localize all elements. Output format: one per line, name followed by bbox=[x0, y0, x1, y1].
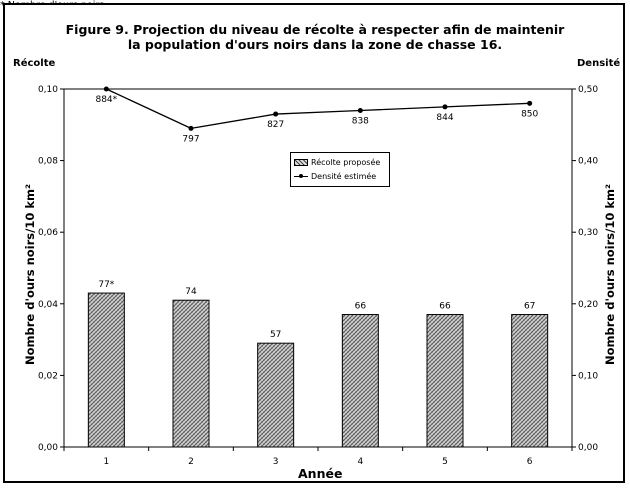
left-tick-label: 0,10 bbox=[38, 85, 58, 95]
bar bbox=[341, 314, 379, 448]
density-data-label: 884* bbox=[95, 95, 117, 105]
left-axis-unit: Récolte bbox=[13, 58, 56, 69]
bar-data-label: 74 bbox=[185, 287, 197, 297]
density-data-label: 844 bbox=[436, 113, 453, 123]
density-point bbox=[103, 86, 109, 92]
left-tick-label: 0,00 bbox=[38, 443, 58, 453]
density-data-label: 797 bbox=[182, 134, 199, 144]
density-point bbox=[527, 100, 533, 106]
right-tick-label: 0,50 bbox=[578, 85, 598, 95]
left-tick-label: 0,06 bbox=[38, 228, 58, 238]
right-tick-label: 0,10 bbox=[578, 371, 598, 381]
bar-data-label: 67 bbox=[524, 302, 535, 312]
x-tick-label: 2 bbox=[188, 457, 194, 467]
x-tick-label: 4 bbox=[357, 457, 363, 467]
left-tick-label: 0,08 bbox=[38, 157, 58, 167]
left-tick-label: 0,02 bbox=[38, 371, 58, 381]
legend-swatch-bars bbox=[294, 158, 308, 166]
bar bbox=[172, 299, 210, 448]
bar-data-label: 66 bbox=[439, 302, 451, 312]
left-tick-label: 0,04 bbox=[38, 300, 58, 310]
right-tick-label: 0,30 bbox=[578, 228, 598, 238]
density-point bbox=[273, 111, 279, 117]
chart-title-line-2: la population d'ours noirs dans la zone … bbox=[127, 37, 503, 52]
x-tick-label: 3 bbox=[273, 457, 279, 467]
density-point bbox=[357, 107, 363, 113]
bar bbox=[426, 314, 464, 448]
legend-label-bars: Récolte proposée bbox=[311, 157, 381, 167]
bar bbox=[511, 314, 549, 448]
right-tick-label: 0,40 bbox=[578, 157, 598, 167]
bar-data-label: 66 bbox=[355, 302, 367, 312]
plot-area bbox=[63, 88, 573, 448]
x-tick-label: 1 bbox=[103, 457, 109, 467]
bar-data-label: 57 bbox=[270, 330, 281, 340]
density-data-label: 850 bbox=[521, 109, 538, 119]
legend-item-bars: Récolte proposée bbox=[294, 156, 380, 168]
bar bbox=[87, 292, 125, 448]
right-axis-unit: Densité bbox=[577, 58, 621, 69]
x-tick-label: 6 bbox=[527, 457, 533, 467]
density-point bbox=[442, 104, 448, 110]
bar-data-label: 77* bbox=[98, 280, 114, 290]
legend-label-line: Densité estimée bbox=[311, 171, 377, 181]
density-point bbox=[188, 125, 194, 131]
density-data-label: 827 bbox=[267, 120, 284, 130]
x-tick-label: 5 bbox=[442, 457, 448, 467]
legend-swatch-line bbox=[294, 173, 308, 180]
legend-item-line: Densité estimée bbox=[294, 170, 376, 182]
right-tick-label: 0,20 bbox=[578, 300, 598, 310]
density-line bbox=[106, 88, 530, 130]
density-data-label: 838 bbox=[352, 116, 369, 126]
legend: Récolte proposée Densité estimée bbox=[290, 152, 390, 187]
chart-title-line-1: Figure 9. Projection du niveau de récolt… bbox=[65, 22, 565, 37]
x-axis-title: Année bbox=[298, 466, 343, 481]
bar bbox=[257, 342, 295, 448]
right-tick-label: 0,00 bbox=[578, 443, 598, 453]
